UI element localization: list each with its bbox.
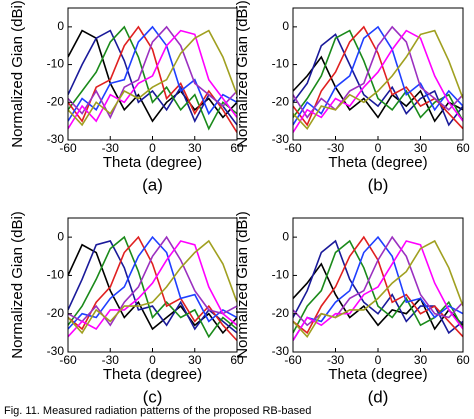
lines [68,25,237,133]
y-tick-label: -10 [47,268,65,282]
y-tick-label: 0 [282,19,289,33]
y-tick-label: 0 [282,229,289,243]
x-tick-label: -30 [327,141,345,155]
lines [68,235,237,342]
x-tick-label: 60 [456,353,470,367]
y-tick-label: -30 [47,132,65,146]
x-tick-label: 0 [149,141,156,155]
y-tick-label: -30 [272,132,290,146]
x-tick-label: -60 [284,141,302,155]
x-tick-label: -30 [327,353,345,367]
x-tick-label: 60 [230,353,244,367]
series-line [293,25,463,119]
y-tick-label: -30 [47,344,65,358]
y-axis-label: Normalized Gian (dBi) [9,0,26,148]
x-axis-label: Theta (degree) [103,154,202,171]
series-line [68,235,237,327]
x-tick-label: -30 [102,141,120,155]
lines [293,25,463,133]
lines [293,235,463,341]
series-line [68,25,237,120]
y-tick-label: -10 [272,57,290,71]
series-line [68,29,237,130]
series-line [293,262,463,331]
series-line [68,25,237,133]
y-tick-label: -20 [47,94,65,108]
y-tick-label: -10 [47,57,65,71]
series-line [293,239,463,339]
x-axis-label: Theta (degree) [103,366,202,383]
series-line [68,240,237,338]
x-tick-label: 30 [188,141,202,155]
y-axis-label: Normalized Gian (dBi) [9,211,26,359]
x-tick-label: 30 [188,353,202,367]
x-tick-label: 60 [456,141,470,155]
series-line [68,25,237,131]
panel-label: (c) [143,387,163,406]
x-tick-label: 0 [375,141,382,155]
y-tick-label: -30 [272,344,290,358]
y-tick-label: 0 [57,229,64,243]
panel-label: (a) [142,175,163,194]
panel-label: (d) [368,387,389,406]
series-line [293,29,463,131]
series-line [68,239,237,335]
y-tick-label: -20 [272,306,290,320]
x-axis-label: Theta (degree) [328,366,427,383]
x-axis-label: Theta (degree) [328,154,427,171]
series-line [68,235,237,339]
x-tick-label: 30 [414,141,428,155]
y-axis-label: Normalized Gian (dBi) [234,0,251,148]
x-tick-label: 60 [230,141,244,155]
series-line [68,235,237,330]
series-line [68,243,237,335]
figure-caption: Fig. 11. Measured radiation patterns of … [4,405,311,417]
y-tick-label: -20 [272,94,290,108]
series-line [293,55,463,123]
series-line [293,29,463,133]
y-tick-label: 0 [57,19,64,33]
series-line [68,235,237,342]
x-tick-label: -60 [59,141,77,155]
panel-label: (b) [368,175,389,194]
series-line [68,29,237,127]
x-tick-label: -60 [59,353,77,367]
series-line [68,25,237,122]
series-line [293,240,463,341]
x-tick-label: -60 [284,353,302,367]
x-tick-label: -30 [102,353,120,367]
series-line [293,235,463,341]
series-line [293,33,463,127]
y-tick-label: -10 [272,268,290,282]
series-line [293,25,463,126]
x-tick-label: 0 [149,353,156,367]
series-line [293,29,463,122]
x-tick-label: 0 [375,353,382,367]
y-tick-label: -20 [47,306,65,320]
y-axis-label: Normalized Gian (dBi) [234,211,251,359]
x-tick-label: 30 [414,353,428,367]
